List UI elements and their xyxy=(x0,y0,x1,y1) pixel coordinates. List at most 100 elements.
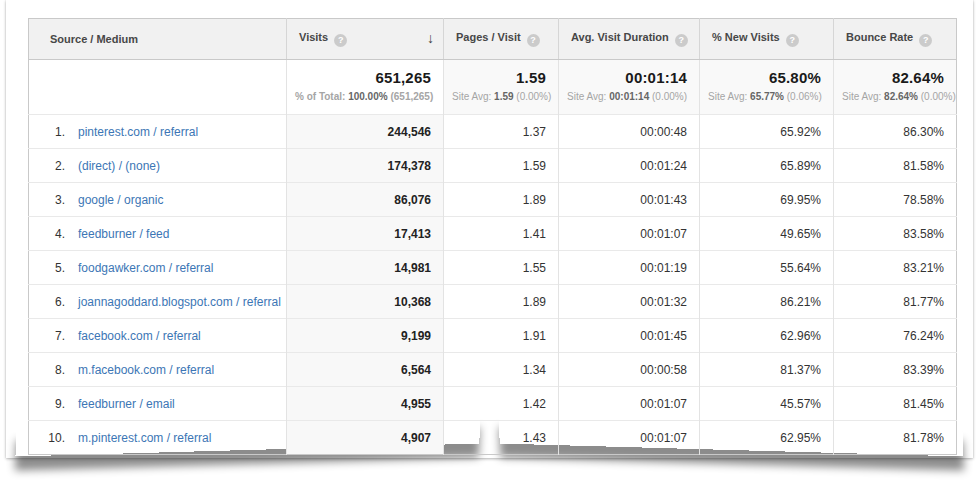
new-visits-value: 81.37% xyxy=(700,353,834,387)
help-icon[interactable]: ? xyxy=(527,34,540,47)
avg-visit-duration-value: 00:01:07 xyxy=(559,387,700,421)
source-medium-link[interactable]: foodgawker.com / referral xyxy=(78,261,213,275)
bounce-rate-value: 76.24% xyxy=(834,319,957,353)
new-visits-value: 86.21% xyxy=(700,285,834,319)
avg-visit-duration-value: 00:00:48 xyxy=(559,115,700,149)
source-medium-link[interactable]: feedburner / feed xyxy=(78,227,169,241)
header-row: Source / Medium Visits? ↓ Pages / Visit?… xyxy=(29,19,957,60)
summary-bounce-rate: 82.64% Site Avg: 82.64% (0.00%) xyxy=(834,60,957,115)
total-visits: 651,265 xyxy=(295,69,431,86)
avg-visit-duration-value: 00:01:19 xyxy=(559,251,700,285)
new-visits-value: 65.92% xyxy=(700,115,834,149)
new-visits-value: 45.57% xyxy=(700,387,834,421)
bounce-rate-value: 86.30% xyxy=(834,115,957,149)
table-row: 6.joannagoddard.blogspot.com / referral … xyxy=(29,285,957,319)
summary-row: 651,265 % of Total: 100.00% (651,265) 1.… xyxy=(29,60,957,115)
help-icon[interactable]: ? xyxy=(786,34,799,47)
new-visits-value: 49.65% xyxy=(700,217,834,251)
column-header-avg-visit-duration[interactable]: Avg. Visit Duration? xyxy=(559,19,700,60)
summary-visits: 651,265 % of Total: 100.00% (651,265) xyxy=(287,60,444,115)
new-visits-value: 62.95% xyxy=(700,421,834,455)
source-medium-link[interactable]: joannagoddard.blogspot.com / referral xyxy=(78,295,281,309)
avg-visit-duration-value: 00:01:24 xyxy=(559,149,700,183)
table-row: 10.m.pinterest.com / referral 4,907 1.43… xyxy=(29,421,957,455)
summary-avg-visit-duration: 00:01:14 Site Avg: 00:01:14 (0.00%) xyxy=(559,60,700,115)
column-header-bounce-rate[interactable]: Bounce Rate? xyxy=(834,19,957,60)
visits-value: 4,907 xyxy=(287,421,444,455)
pages-per-visit-value: 1.89 xyxy=(444,285,559,319)
table-row: 9.feedburner / email 4,955 1.42 00:01:07… xyxy=(29,387,957,421)
bounce-rate-value: 81.77% xyxy=(834,285,957,319)
table-row: 4. feedburner / feed 17,413 1.41 00:01:07… xyxy=(29,217,957,251)
source-medium-link[interactable]: (direct) / (none) xyxy=(78,159,160,173)
bounce-rate-value: 83.21% xyxy=(834,251,957,285)
source-medium-link[interactable]: feedburner / email xyxy=(78,397,175,411)
table-row: 7. facebook.com / referral 9,199 1.91 00:… xyxy=(29,319,957,353)
bounce-rate-value: 81.58% xyxy=(834,149,957,183)
pages-per-visit-value: 1.37 xyxy=(444,115,559,149)
source-medium-link[interactable]: facebook.com / referral xyxy=(78,329,201,343)
report-table-card: Source / Medium Visits? ↓ Pages / Visit?… xyxy=(6,0,973,458)
table-row: 8.m.facebook.com / referral 6,564 1.34 0… xyxy=(29,353,957,387)
avg-visit-duration-value: 00:01:07 xyxy=(559,217,700,251)
column-header-new-visits[interactable]: % New Visits? xyxy=(700,19,834,60)
bounce-rate-value: 81.78% xyxy=(834,421,957,455)
column-header-source-medium[interactable]: Source / Medium xyxy=(29,19,287,60)
summary-empty-cell xyxy=(29,60,287,115)
help-icon[interactable]: ? xyxy=(334,34,347,47)
column-header-pages-per-visit[interactable]: Pages / Visit? xyxy=(444,19,559,60)
source-medium-link[interactable]: google / organic xyxy=(78,193,163,207)
avg-visit-duration-value: 00:01:45 xyxy=(559,319,700,353)
column-label: Pages / Visit xyxy=(456,31,521,43)
bounce-rate-value: 81.45% xyxy=(834,387,957,421)
visits-value: 9,199 xyxy=(287,319,444,353)
row-rank: 8. xyxy=(41,363,65,377)
bounce-rate-value: 83.39% xyxy=(834,353,957,387)
table-row: 2.(direct) / (none) 174,378 1.59 00:01:2… xyxy=(29,149,957,183)
column-label: % New Visits xyxy=(712,31,780,43)
row-rank: 2. xyxy=(41,159,65,173)
table-row: 3.google / organic 86,076 1.89 00:01:43 … xyxy=(29,183,957,217)
visits-value: 17,413 xyxy=(287,217,444,251)
help-icon[interactable]: ? xyxy=(675,34,688,47)
new-visits-value: 55.64% xyxy=(700,251,834,285)
visits-value: 14,981 xyxy=(287,251,444,285)
visits-value: 4,955 xyxy=(287,387,444,421)
table-row: 1.pinterest.com / referral 244,546 1.37 … xyxy=(29,115,957,149)
row-rank: 4. xyxy=(41,227,65,241)
column-label: Visits xyxy=(299,31,328,43)
row-rank: 10. xyxy=(41,431,65,445)
avg-visit-duration-value: 00:01:43 xyxy=(559,183,700,217)
new-visits-value: 62.96% xyxy=(700,319,834,353)
help-icon[interactable]: ? xyxy=(919,34,932,47)
source-medium-link[interactable]: m.pinterest.com / referral xyxy=(78,431,211,445)
column-label: Avg. Visit Duration xyxy=(571,31,669,43)
sort-descending-icon[interactable]: ↓ xyxy=(427,30,434,46)
visits-value: 10,368 xyxy=(287,285,444,319)
visits-value: 174,378 xyxy=(287,149,444,183)
table-row: 5.foodgawker.com / referral 14,981 1.55 … xyxy=(29,251,957,285)
row-rank: 5. xyxy=(41,261,65,275)
bounce-rate-value: 83.58% xyxy=(834,217,957,251)
column-header-visits[interactable]: Visits? ↓ xyxy=(287,19,444,60)
row-rank: 1. xyxy=(41,125,65,139)
visits-value: 6,564 xyxy=(287,353,444,387)
avg-visit-duration-value: 00:01:32 xyxy=(559,285,700,319)
pages-per-visit-value: 1.55 xyxy=(444,251,559,285)
source-medium-link[interactable]: m.facebook.com / referral xyxy=(78,363,214,377)
column-label: Source / Medium xyxy=(50,33,138,45)
avg-visit-duration-value: 00:01:07 xyxy=(559,421,700,455)
column-label: Bounce Rate xyxy=(846,31,913,43)
row-rank: 3. xyxy=(41,193,65,207)
source-medium-link[interactable]: pinterest.com / referral xyxy=(78,125,198,139)
pages-per-visit-value: 1.41 xyxy=(444,217,559,251)
bounce-rate-value: 78.58% xyxy=(834,183,957,217)
new-visits-value: 69.95% xyxy=(700,183,834,217)
pages-per-visit-value: 1.91 xyxy=(444,319,559,353)
pages-per-visit-value: 1.34 xyxy=(444,353,559,387)
row-rank: 7. xyxy=(41,329,65,343)
pages-per-visit-value: 1.89 xyxy=(444,183,559,217)
summary-new-visits: 65.80% Site Avg: 65.77% (0.06%) xyxy=(700,60,834,115)
row-rank: 9. xyxy=(41,397,65,411)
summary-pages-per-visit: 1.59 Site Avg: 1.59 (0.00%) xyxy=(444,60,559,115)
